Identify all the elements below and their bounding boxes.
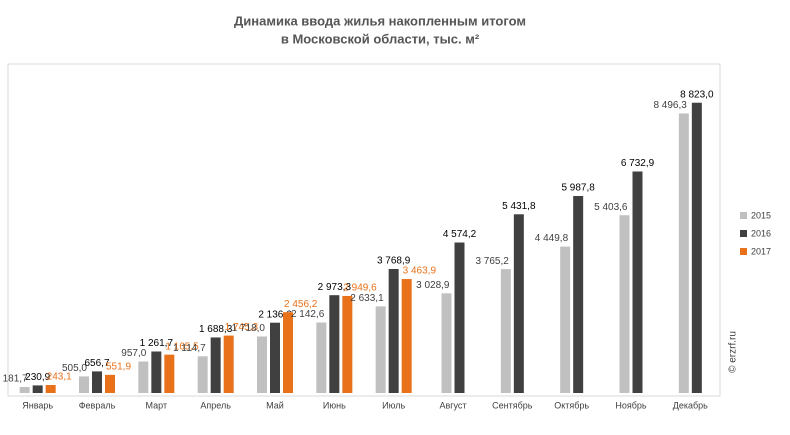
bar — [329, 295, 340, 393]
legend-swatch — [740, 248, 747, 255]
x-tick-label: Июль — [382, 400, 405, 410]
data-label: 181,7 — [3, 374, 28, 385]
bar — [270, 322, 280, 393]
legend-swatch — [740, 230, 747, 237]
data-label: 2 633,1 — [350, 293, 384, 304]
bar — [441, 293, 452, 393]
bar — [500, 269, 511, 393]
data-label: 2 973,3 — [318, 282, 352, 293]
legend-label: 2016 — [751, 228, 771, 238]
x-tick-label: Октябрь — [554, 400, 589, 410]
data-label: 8 496,3 — [653, 100, 687, 111]
legend-label: 2015 — [751, 210, 771, 220]
data-label: 6 732,9 — [621, 158, 655, 169]
x-tick-label: Апрель — [200, 400, 231, 410]
data-label: 3 463,9 — [403, 266, 437, 277]
x-tick-label: Декабрь — [673, 400, 708, 410]
legend-label: 2017 — [751, 246, 771, 256]
bar — [342, 295, 353, 393]
data-label: 230,9 — [25, 372, 50, 383]
bar — [678, 113, 689, 393]
data-label: 1 745,3 — [225, 322, 259, 333]
data-label: 5 987,8 — [561, 183, 595, 194]
bar — [573, 196, 584, 393]
bar — [632, 171, 643, 393]
data-label: 8 823,0 — [680, 89, 714, 100]
bar — [138, 361, 149, 393]
x-tick-label: Июнь — [323, 400, 346, 410]
bar — [388, 269, 399, 393]
data-label: 3 028,9 — [416, 280, 450, 291]
bar — [316, 322, 327, 393]
data-label: 2 456,2 — [284, 299, 318, 310]
bar — [454, 242, 465, 393]
data-label: 1 718,0 — [232, 323, 266, 334]
data-label: 1 688,3 — [199, 324, 233, 335]
bar — [210, 337, 221, 393]
bar — [45, 385, 56, 393]
chart-title: в Московской области, тыс. м² — [281, 31, 480, 46]
data-label: 2 949,6 — [343, 283, 377, 294]
data-label: 505,0 — [62, 363, 87, 374]
bar — [375, 306, 386, 393]
watermark: © erzrf.ru — [728, 331, 739, 373]
data-label: 551,9 — [106, 361, 131, 372]
x-tick-label: Ноябрь — [615, 400, 647, 410]
chart-title: Динамика ввода жилья накопленным итогом — [234, 13, 526, 28]
x-tick-label: Сентябрь — [492, 400, 533, 410]
bar — [283, 312, 293, 393]
data-label: 957,0 — [121, 348, 146, 359]
data-label: 5 431,8 — [502, 201, 536, 212]
bar — [32, 385, 43, 393]
bar — [105, 374, 115, 393]
data-label: 3 768,9 — [377, 256, 411, 267]
bar — [79, 376, 89, 393]
data-label: 2 142,6 — [291, 309, 325, 320]
x-tick-label: Февраль — [79, 400, 116, 410]
bar — [401, 279, 412, 393]
plot-area — [7, 63, 721, 397]
data-label: 1 261,7 — [140, 338, 174, 349]
bar — [92, 371, 102, 393]
data-label: 5 403,6 — [594, 202, 628, 213]
data-label: 656,7 — [84, 358, 109, 369]
bar — [223, 335, 234, 393]
data-label: 4 449,8 — [535, 233, 569, 244]
bar — [619, 215, 630, 393]
bar — [691, 102, 702, 393]
data-label: 4 574,2 — [443, 229, 477, 240]
data-label: 3 765,2 — [475, 256, 509, 267]
x-tick-label: Август — [439, 400, 466, 410]
x-tick-label: Май — [266, 400, 284, 410]
data-label: 1 165,5 — [165, 341, 199, 352]
x-tick-label: Январь — [22, 400, 53, 410]
data-label: 2 136,6 — [258, 309, 292, 320]
x-tick-label: Март — [146, 400, 168, 410]
legend-swatch — [740, 212, 747, 219]
data-label: 243,1 — [47, 372, 72, 383]
bar — [19, 387, 30, 393]
bar — [197, 356, 208, 393]
data-label: 1 114,7 — [173, 343, 206, 354]
bar — [513, 214, 524, 393]
bar — [560, 246, 571, 393]
bar — [257, 336, 267, 393]
bar — [164, 354, 175, 393]
bar — [151, 351, 162, 393]
